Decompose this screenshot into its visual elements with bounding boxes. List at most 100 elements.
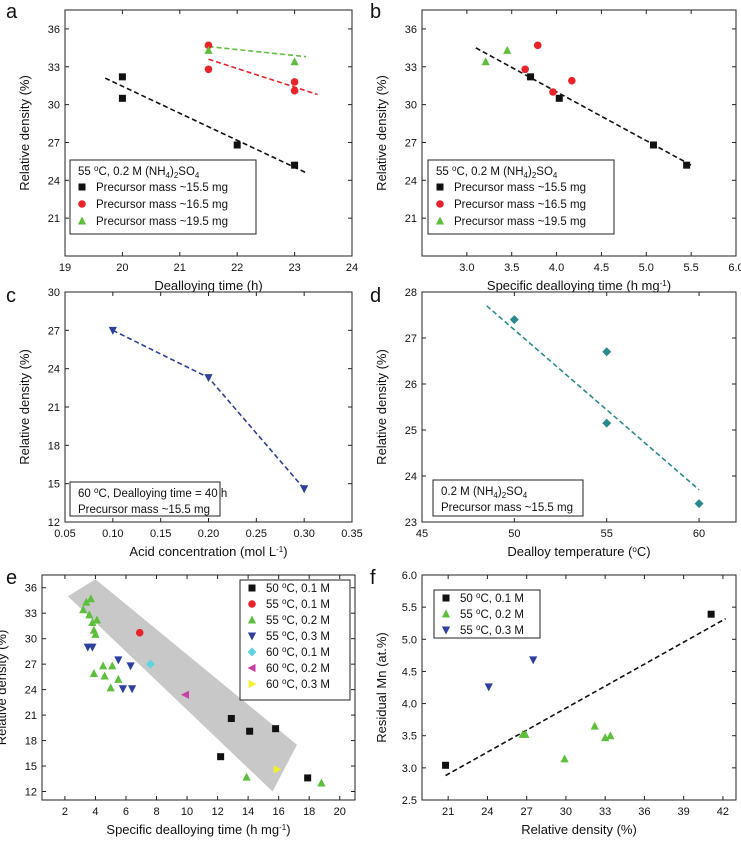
x-axis-label: Dealloying time (h) [154, 278, 262, 293]
label-part: 4 [195, 171, 200, 180]
panel-f: f 21 24 27 30 33 36 39 42 2.5 3.0 3.5 4.0 4.5 5.0 5.5 6.… [370, 567, 737, 837]
legend-label: 55 oC, 0.2 M [460, 607, 524, 621]
data-point [521, 729, 530, 738]
y-tick-label: 33 [405, 62, 417, 74]
label-part: 60 [78, 488, 94, 500]
data-point [484, 683, 493, 692]
x-tick-label: 0.10 [102, 528, 123, 540]
label-part: C, 0.1 M [286, 583, 329, 595]
fit-line [208, 58, 318, 96]
x-tick-label: 5.5 [683, 262, 698, 274]
legend-label: Precursor mass ~16.5 mg [96, 199, 228, 211]
y-tick-label: 30 [48, 287, 60, 299]
y-tick-label: 21 [25, 710, 37, 722]
label-part: o [476, 623, 481, 632]
y-tick-label: 27 [48, 137, 60, 149]
data-point [217, 753, 225, 761]
fit-line [208, 45, 307, 58]
data-point [89, 625, 99, 634]
y-tick-label: 33 [25, 608, 37, 620]
data-point [533, 41, 542, 50]
data-point [300, 485, 309, 494]
x-tick-label: 33 [599, 806, 611, 818]
data-point [606, 731, 615, 740]
label-part: C, 0.1 M [286, 647, 329, 659]
x-tick-label: 3.5 [504, 262, 519, 274]
data-point [127, 685, 137, 694]
x-tick-label: 6.0 [728, 262, 741, 274]
panel-letter: c [6, 285, 16, 307]
data-point [242, 772, 251, 781]
y-tick-label: 24 [48, 175, 60, 187]
data-point [317, 778, 326, 787]
x-tick-label: 2 [62, 806, 68, 818]
data-point [290, 78, 299, 86]
x-tick-label: 4.5 [594, 262, 609, 274]
label-part: Precursor mass ~19.5 mg [96, 216, 228, 228]
label-part: Precursor mass ~16.5 mg [454, 199, 586, 211]
data-point [88, 618, 97, 627]
x-tick-label: 0.15 [150, 528, 171, 540]
label-part: o [94, 164, 99, 173]
x-tick-label: 21 [442, 806, 454, 818]
y-tick-label: 12 [48, 517, 60, 529]
panel-letter: a [6, 1, 18, 23]
y-tick-label: 21 [48, 402, 60, 414]
y-tick-label: 27 [25, 659, 37, 671]
data-point [649, 141, 657, 149]
label-part: ) [528, 166, 532, 178]
y-tick-label: 2.5 [402, 795, 417, 807]
panel-letter: b [370, 1, 381, 23]
label-part: - [660, 279, 663, 288]
condition-box [69, 159, 257, 235]
data-point [527, 73, 535, 81]
data-point [290, 57, 299, 66]
legend-marker [436, 183, 444, 191]
legend-marker [247, 632, 257, 641]
label-part: Precursor mass ~19.5 mg [454, 216, 586, 228]
label-part: - [276, 545, 279, 554]
fit-line [486, 305, 700, 491]
y-tick-label: 4.5 [402, 666, 417, 678]
y-tick-label: 36 [25, 583, 37, 595]
x-tick-label: 4.0 [549, 262, 564, 274]
label-part: o [282, 645, 287, 654]
fit-line [445, 618, 726, 777]
label-part: ) [667, 278, 671, 293]
x-tick-label: 5.0 [639, 262, 654, 274]
y-axis-label: Relative density (%) [17, 75, 32, 191]
data-point [246, 727, 254, 735]
label-part: 60 [266, 679, 282, 691]
data-point [82, 597, 91, 606]
label-part: SO [506, 486, 523, 498]
data-point [86, 594, 95, 603]
data-point [503, 45, 512, 54]
label-part: 0.2 M (NH [441, 486, 493, 498]
y-tick-label: 26 [405, 379, 417, 391]
condition-box [69, 481, 221, 517]
data-point [126, 662, 135, 671]
data-point [304, 774, 312, 782]
label-part: o [476, 591, 481, 600]
x-tick-label: 30 [560, 806, 572, 818]
label-part: 55 [78, 166, 94, 178]
label-part: 4 [166, 171, 171, 180]
label-part: C, 0.2 M (NH [98, 166, 165, 178]
y-tick-label: 27 [405, 137, 417, 149]
data-point [108, 661, 117, 670]
label-part: ) [283, 544, 287, 559]
data-point [233, 141, 241, 149]
plot-frame [41, 574, 356, 801]
x-tick-label: 39 [678, 806, 690, 818]
y-tick-label: 5.0 [402, 634, 417, 646]
x-tick-label: 21 [174, 262, 186, 274]
label-part: SO [536, 166, 553, 178]
legend-marker [435, 216, 445, 225]
y-tick-label: 25 [405, 425, 417, 437]
data-point [707, 610, 715, 618]
label-part: 60 [266, 663, 282, 675]
data-point [521, 65, 529, 74]
x-tick-label: 0.05 [54, 528, 75, 540]
label-part: 2 [532, 171, 537, 180]
